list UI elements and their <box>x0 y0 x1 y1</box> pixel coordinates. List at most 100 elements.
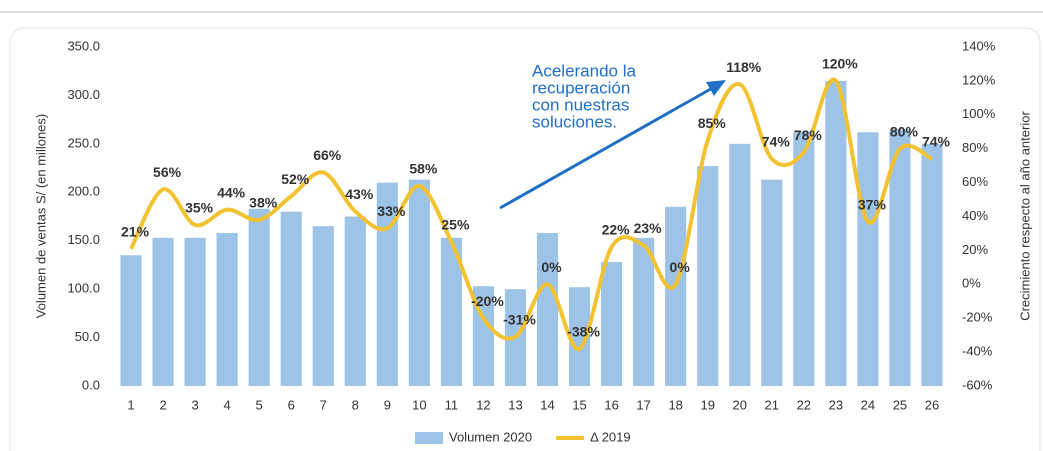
data-label: 80% <box>890 123 919 139</box>
y-tick-label: 300.0 <box>67 87 100 102</box>
data-label: 52% <box>281 171 310 187</box>
data-label: -38% <box>567 323 600 339</box>
bar <box>376 182 398 386</box>
bar <box>312 226 334 386</box>
x-tick-label: 12 <box>476 397 490 412</box>
data-label: -31% <box>503 312 536 328</box>
y2-tick-label: 40% <box>962 208 988 223</box>
x-tick-label: 23 <box>829 397 843 412</box>
y-tick-label: 250.0 <box>67 135 100 150</box>
bar <box>184 237 206 386</box>
bar <box>857 132 879 386</box>
x-tick-label: 13 <box>508 397 522 412</box>
bar <box>601 262 623 386</box>
data-label: 78% <box>794 127 823 143</box>
data-label: 120% <box>822 56 858 72</box>
x-tick-label: 18 <box>668 397 682 412</box>
bar <box>216 232 238 386</box>
x-tick-label: 15 <box>572 397 586 412</box>
x-tick-label: 6 <box>288 397 295 412</box>
data-label: -20% <box>471 293 504 309</box>
bar <box>408 179 430 386</box>
bar <box>793 132 815 386</box>
bar <box>633 237 655 386</box>
data-label: 56% <box>153 164 182 180</box>
annotation: Acelerando la <box>532 61 637 80</box>
y2-tick-label: 120% <box>962 72 996 87</box>
y-tick-label: 150.0 <box>67 232 100 247</box>
y2-tick-label: 140% <box>962 38 996 53</box>
bar <box>921 143 943 386</box>
x-tick-label: 21 <box>765 397 779 412</box>
bar <box>152 237 174 386</box>
bar <box>729 143 751 386</box>
x-tick-label: 4 <box>224 397 231 412</box>
legend-swatch <box>415 432 443 444</box>
data-label: 74% <box>762 134 791 150</box>
x-tick-label: 9 <box>384 397 391 412</box>
data-label: 85% <box>698 115 727 131</box>
y2-tick-label: 0% <box>962 276 981 291</box>
annotation: recuperación <box>532 78 630 97</box>
line <box>129 77 933 351</box>
x-tick-label: 10 <box>412 397 426 412</box>
y-tick-label: 350.0 <box>67 38 100 53</box>
y2-tick-label: 60% <box>962 174 988 189</box>
data-label: 38% <box>249 195 278 211</box>
data-label: 21% <box>121 223 150 239</box>
y-tick-label: 200.0 <box>67 184 100 199</box>
data-label: 0% <box>541 259 562 275</box>
bar <box>761 179 783 386</box>
x-tick-label: 25 <box>893 397 907 412</box>
y2-tick-label: -60% <box>962 377 993 392</box>
bar <box>248 208 270 386</box>
x-tick-label: 5 <box>256 397 263 412</box>
bar <box>536 232 559 386</box>
x-tick-label: 24 <box>861 397 875 412</box>
y-tick-label: 0.0 <box>82 377 100 392</box>
y2-tick-label: 100% <box>962 106 996 121</box>
bar <box>889 129 911 387</box>
y-tick-label: 50.0 <box>75 329 100 344</box>
x-tick-label: 26 <box>925 397 939 412</box>
x-tick-label: 19 <box>700 397 714 412</box>
data-label: 58% <box>409 161 438 177</box>
x-tick-label: 20 <box>733 397 747 412</box>
annotation: con nuestras <box>532 95 629 114</box>
bar <box>344 216 366 386</box>
bar <box>568 287 591 386</box>
bar <box>825 80 847 387</box>
bar <box>697 166 719 386</box>
x-tick-label: 8 <box>352 397 359 412</box>
y2-tick-label: 20% <box>962 242 988 257</box>
x-tick-label: 11 <box>445 397 459 412</box>
annotation: soluciones. <box>532 112 617 131</box>
bar <box>120 255 142 386</box>
data-label: 66% <box>313 147 342 163</box>
y2-axis-label: Crecimiento respecto al año anterior <box>1017 111 1032 321</box>
x-tick-label: 1 <box>127 397 134 412</box>
data-label: 33% <box>377 203 406 219</box>
y2-tick-label: -40% <box>962 344 993 359</box>
x-tick-label: 17 <box>636 397 650 412</box>
data-label: 118% <box>726 59 762 75</box>
x-tick-label: 16 <box>604 397 618 412</box>
x-tick-label: 3 <box>191 397 198 412</box>
data-label: 74% <box>922 134 951 150</box>
legend-label: Volumen 2020 <box>449 429 532 444</box>
data-label: 35% <box>185 200 214 216</box>
y2-tick-label: 80% <box>962 140 988 155</box>
data-label: 22% <box>602 222 631 238</box>
x-tick-label: 2 <box>159 397 166 412</box>
x-tick-label: 7 <box>320 397 327 412</box>
x-tick-label: 22 <box>797 397 811 412</box>
annotation-arrow <box>499 84 717 210</box>
data-label: 0% <box>670 259 691 275</box>
data-label: 43% <box>345 186 374 202</box>
y2-tick-label: -20% <box>962 310 993 325</box>
annotation-arrowhead <box>706 80 726 96</box>
data-label: 37% <box>858 196 887 212</box>
bar <box>280 211 302 386</box>
